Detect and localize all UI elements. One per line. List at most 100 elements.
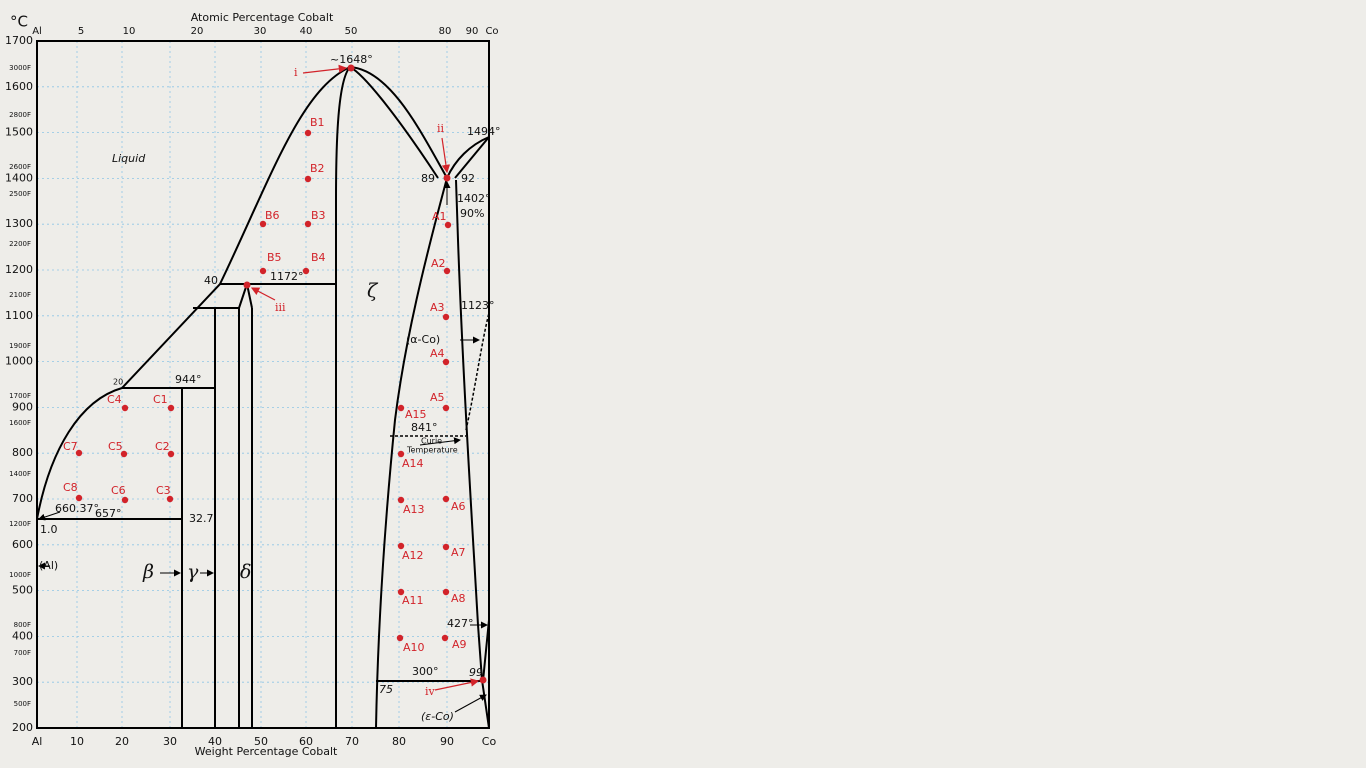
point-label: C2 [155, 440, 170, 453]
sample-point [397, 404, 405, 412]
top-tick-label: 5 [78, 26, 84, 37]
top-tick-label: 90 [466, 26, 479, 37]
annotation: 75 [379, 683, 393, 696]
annotation: 92 [461, 172, 475, 185]
y-tick-label: 1600 [5, 80, 33, 93]
sample-point [167, 404, 175, 412]
point-label: C8 [63, 481, 78, 494]
sample-point [302, 267, 310, 275]
annotation: 657° [95, 507, 122, 520]
sample-point [397, 450, 405, 458]
sample-point [442, 313, 450, 321]
y-tick-label: 800 [12, 446, 33, 459]
sample-point [304, 129, 312, 137]
top-tick-label: Co [485, 26, 498, 37]
point-label: C3 [156, 484, 171, 497]
x-tick-label: 50 [254, 735, 268, 748]
sample-point [441, 634, 449, 642]
y-tick-label: 200 [12, 721, 33, 734]
annotation: 1123° [461, 299, 495, 312]
f-tick-label: 1400F [9, 470, 31, 478]
arrows [38, 64, 488, 713]
point-label: A8 [451, 592, 466, 605]
sample-point [442, 495, 450, 503]
point-label: C7 [63, 440, 78, 453]
x-tick-label: 90 [440, 735, 454, 748]
top-tick-label: 80 [439, 26, 452, 37]
point-label: C5 [108, 440, 123, 453]
sample-point [259, 220, 267, 228]
point-label: B5 [267, 251, 282, 264]
x-tick-label: 60 [299, 735, 313, 748]
f-tick-label: 1900F [9, 342, 31, 350]
annotation: 1172° [270, 270, 304, 283]
y-tick-label: 1300 [5, 217, 33, 230]
f-tick-label: 1600F [9, 419, 31, 427]
f-tick-label: 700F [14, 649, 31, 657]
x-tick-label: 30 [163, 735, 177, 748]
f-tick-label: 2600F [9, 163, 31, 171]
point-label: B4 [311, 251, 326, 264]
points [75, 64, 487, 684]
axis-title: Weight Percentage Cobalt [195, 745, 338, 758]
annotation: ζ [367, 280, 379, 302]
f-tick-label: 1200F [9, 520, 31, 528]
sample-point [442, 588, 450, 596]
annotation: 40 [204, 274, 218, 287]
sample-point [443, 267, 451, 275]
annotation: 20 [113, 378, 123, 387]
f-tick-label: 1000F [9, 571, 31, 579]
sample-point [397, 588, 405, 596]
axis-title: Atomic Percentage Cobalt [191, 11, 334, 24]
sample-point [304, 220, 312, 228]
labels: °C Atomic Percentage Cobalt Weight Percent… [5, 11, 501, 758]
unit-label: °C [10, 13, 28, 31]
annotation: (α-Co) [406, 333, 440, 346]
point-label: A2 [431, 257, 446, 270]
sample-point [75, 449, 83, 457]
phase-lines [36, 40, 490, 729]
x-tick-label: Al [32, 735, 43, 748]
y-tick-label: 1100 [5, 309, 33, 322]
point-label: A7 [451, 546, 466, 559]
annotation: 1.0 [40, 523, 58, 536]
annotation: Temperature [406, 446, 458, 455]
sample-point [442, 358, 450, 366]
annotation: 427° [447, 617, 474, 630]
annotation: (ε-Co) [421, 710, 454, 723]
point-label: B1 [310, 116, 325, 129]
marker-label: iii [275, 301, 286, 314]
f-tick-label: 500F [14, 700, 31, 708]
point-label: A6 [451, 500, 466, 513]
annotation: 90% [460, 207, 484, 220]
point-label: C4 [107, 393, 122, 406]
point-label: A13 [403, 503, 425, 516]
top-tick-label: 20 [191, 26, 204, 37]
sample-point [167, 450, 175, 458]
y-tick-label: 1000 [5, 355, 33, 368]
marker-label: iv [425, 685, 436, 698]
sample-point [442, 543, 450, 551]
point-label: A9 [452, 638, 467, 651]
point-label: A5 [430, 391, 445, 404]
f-tick-label: 1700F [9, 392, 31, 400]
y-tick-label: 1500 [5, 126, 33, 139]
marker-dot [443, 174, 451, 182]
annotation: 1494° [467, 125, 501, 138]
annotation: Liquid [112, 152, 146, 165]
grid [37, 40, 489, 729]
point-label: B6 [265, 209, 280, 222]
annotation: 841° [411, 421, 438, 434]
y-tick-label: 1400 [5, 171, 33, 184]
point-label: A1 [432, 210, 447, 223]
f-tick-label: 2500F [9, 190, 31, 198]
marker-dot [347, 64, 355, 72]
f-tick-label: 3000F [9, 64, 31, 72]
point-label: A12 [402, 549, 424, 562]
marker-dot [243, 281, 251, 289]
f-tick-label: 800F [14, 621, 31, 629]
x-tick-label: 20 [115, 735, 129, 748]
point-label: A3 [430, 301, 445, 314]
point-label: C1 [153, 393, 168, 406]
y-tick-label: 1700 [5, 34, 33, 47]
